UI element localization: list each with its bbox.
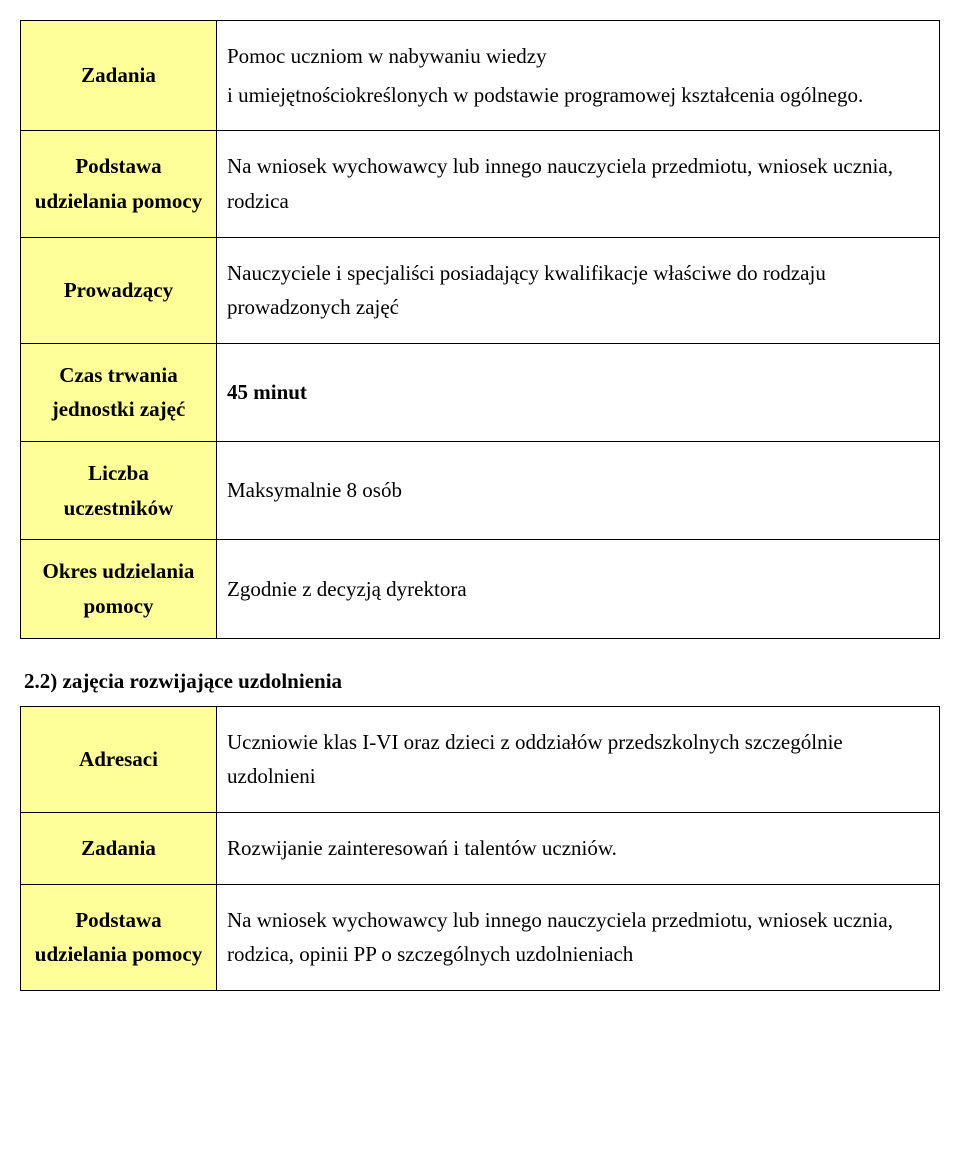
table1-content-cell: Nauczyciele i specjaliści posiadający kw…: [217, 237, 940, 343]
table-row: Podstawa udzielania pomocyNa wniosek wyc…: [21, 131, 940, 237]
table-1-body: Zadania Pomoc uczniom w nabywaniu wiedzy i…: [21, 21, 940, 639]
content-line: 45 minut: [227, 375, 929, 410]
table-row: Liczba uczestników Maksymalnie 8 osób: [21, 442, 940, 540]
content-line: Rozwijanie zainteresowań i talentów uczn…: [227, 831, 929, 866]
table2-label-cell: Adresaci: [21, 706, 217, 812]
table1-content-cell: 45 minut: [217, 343, 940, 441]
table1-content-cell: Pomoc uczniom w nabywaniu wiedzy i umieję…: [217, 21, 940, 131]
table-row: AdresaciUczniowie klas I-VI oraz dzieci …: [21, 706, 940, 812]
content-line: Maksymalnie 8 osób: [227, 473, 929, 508]
table-row: Zadania Pomoc uczniom w nabywaniu wiedzy i…: [21, 21, 940, 131]
table1-content-cell: Zgodnie z decyzją dyrektora: [217, 540, 940, 638]
table1-label-cell: Zadania: [21, 21, 217, 131]
document: Zadania Pomoc uczniom w nabywaniu wiedzy i…: [20, 20, 940, 991]
content-line: Na wniosek wychowawcy lub innego nauczyc…: [227, 903, 929, 972]
content-line: Na wniosek wychowawcy lub innego nauczyc…: [227, 149, 929, 218]
table-row: Zadania Rozwijanie zainteresowań i talent…: [21, 812, 940, 884]
table1-label-cell: Okres udzielania pomocy: [21, 540, 217, 638]
table-row: Podstawa udzielania pomocyNa wniosek wyc…: [21, 884, 940, 990]
table2-content-cell: Uczniowie klas I-VI oraz dzieci z oddzia…: [217, 706, 940, 812]
table-2: AdresaciUczniowie klas I-VI oraz dzieci …: [20, 706, 940, 991]
table-row: Czas trwania jednostki zajęć 45 minut: [21, 343, 940, 441]
content-line: Uczniowie klas I-VI oraz dzieci z oddzia…: [227, 725, 929, 794]
table1-label-cell: Podstawa udzielania pomocy: [21, 131, 217, 237]
content-line: Pomoc uczniom w nabywaniu wiedzy: [227, 39, 929, 74]
table-2-body: AdresaciUczniowie klas I-VI oraz dzieci …: [21, 706, 940, 990]
content-line: Zgodnie z decyzją dyrektora: [227, 572, 929, 607]
table2-content-cell: Na wniosek wychowawcy lub innego nauczyc…: [217, 884, 940, 990]
table1-content-cell: Na wniosek wychowawcy lub innego nauczyc…: [217, 131, 940, 237]
content-line: Nauczyciele i specjaliści posiadający kw…: [227, 256, 929, 325]
table1-content-cell: Maksymalnie 8 osób: [217, 442, 940, 540]
table1-label-cell: Prowadzący: [21, 237, 217, 343]
section-heading: 2.2) zajęcia rozwijające uzdolnienia: [24, 669, 940, 694]
table2-label-cell: Zadania: [21, 812, 217, 884]
content-line: i umiejętnościokreślonych w podstawie pr…: [227, 78, 929, 113]
table-row: Okres udzielania pomocy Zgodnie z decyzją…: [21, 540, 940, 638]
table2-content-cell: Rozwijanie zainteresowań i talentów uczn…: [217, 812, 940, 884]
table-1: Zadania Pomoc uczniom w nabywaniu wiedzy i…: [20, 20, 940, 639]
table1-label-cell: Liczba uczestników: [21, 442, 217, 540]
table2-label-cell: Podstawa udzielania pomocy: [21, 884, 217, 990]
table-row: ProwadzącyNauczyciele i specjaliści posi…: [21, 237, 940, 343]
table1-label-cell: Czas trwania jednostki zajęć: [21, 343, 217, 441]
